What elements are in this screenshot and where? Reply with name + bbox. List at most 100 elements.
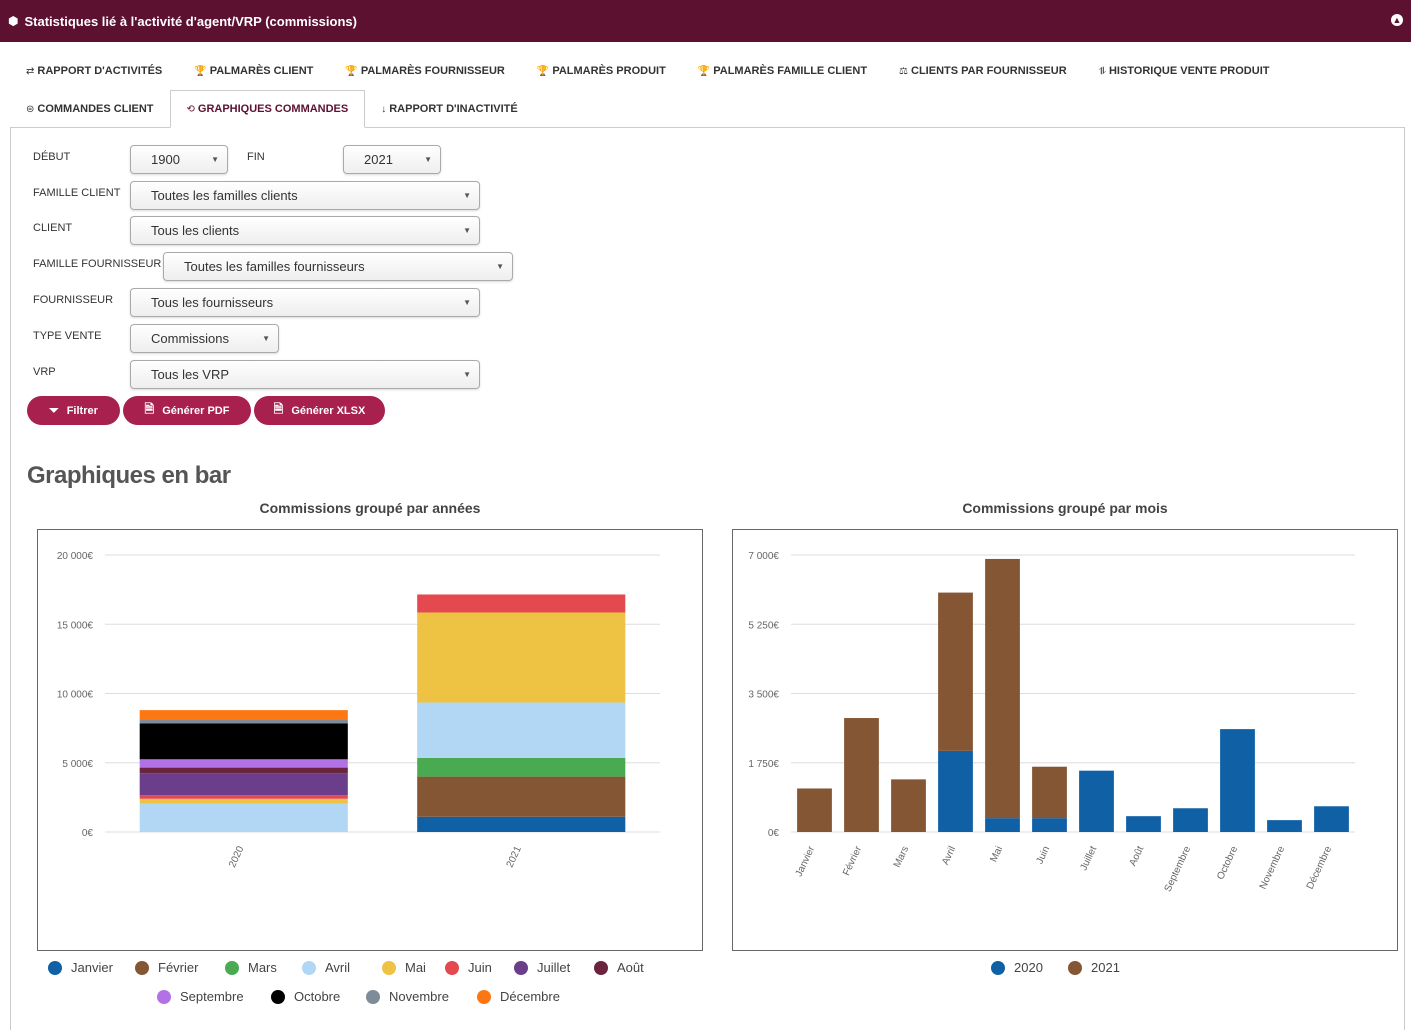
bar-segment — [1126, 816, 1161, 832]
bar-segment — [938, 592, 973, 751]
x-tick-label: Juin — [1034, 845, 1052, 866]
legend-swatch — [157, 989, 171, 1004]
legend-item[interactable]: Août — [594, 960, 644, 975]
chart-months-title: Commissions groupé par mois — [962, 500, 1168, 516]
famille-fournisseur-select[interactable]: Toutes les familles fournisseurs ▼ — [163, 252, 513, 281]
tab-icon: ⟲ — [186, 103, 195, 115]
legend-item[interactable]: 2021 — [1068, 960, 1120, 975]
y-tick-label: 7 000€ — [748, 551, 779, 562]
bar-segment — [139, 803, 348, 832]
tab-palmar-s-produit[interactable]: 🏆 Palmarès produit — [521, 52, 682, 90]
generate-xlsx-label: Générer XLSX — [291, 404, 366, 417]
filter-button[interactable]: ⏷ Filtrer — [27, 396, 120, 425]
debut-select[interactable]: 1900 ▼ — [130, 145, 228, 174]
page-title: Statistiques lié à l'activité d'agent/VR… — [24, 13, 357, 29]
tab-historique-vente-produit[interactable]: ⥮ Historique vente produit — [1083, 52, 1286, 90]
famille-client-select[interactable]: Toutes les familles clients ▼ — [130, 181, 480, 210]
dropdown-arrow-icon: ▼ — [463, 226, 471, 235]
type-vente-label: Type vente — [33, 330, 102, 342]
fournisseur-label: Fournisseur — [33, 294, 114, 306]
x-tick-label: Février — [841, 844, 864, 877]
tab-label: Palmarès produit — [552, 65, 666, 77]
tab-label: Clients par fournisseur — [911, 65, 1067, 77]
vrp-select[interactable]: Tous les VRP ▼ — [130, 360, 480, 389]
legend-item[interactable]: Février — [135, 960, 198, 975]
tab-rapport-d-inactivit-[interactable]: ↓ Rapport d'inactivité — [365, 90, 534, 128]
vrp-label: VRP — [33, 366, 56, 378]
tab-label: Rapport d'activités — [37, 65, 163, 77]
type-vente-value: Commissions — [151, 331, 230, 346]
debut-label: Début — [33, 151, 71, 163]
tab-rapport-d-activit-s[interactable]: ⇄ Rapport d'activités — [10, 52, 178, 90]
tab-palmar-s-famille-client[interactable]: 🏆 Palmarès famille client — [682, 52, 883, 90]
x-tick-label: Mai — [988, 845, 1005, 864]
dropdown-arrow-icon: ▼ — [463, 191, 471, 200]
tabs-row-1: ⇄ Rapport d'activités 🏆 Palmarès client 🏆 Pal… — [10, 52, 1285, 90]
bar-segment — [417, 594, 626, 613]
tab-clients-par-fournisseur[interactable]: ⚖ Clients par fournisseur — [883, 52, 1083, 90]
y-tick-label: 10 000€ — [57, 690, 94, 701]
collapse-icon[interactable]: ▲ — [1391, 14, 1403, 26]
bar-segment — [844, 718, 879, 832]
legend-item[interactable]: Juin — [445, 960, 492, 975]
famille-client-value: Toutes les familles clients — [151, 188, 298, 203]
bar-segment — [938, 750, 973, 832]
bar-segment — [1079, 770, 1114, 832]
section-title: Graphiques en bar — [27, 462, 231, 489]
xlsx-file-icon: 🗎 — [273, 402, 284, 416]
x-tick-label: 2021 — [505, 844, 525, 869]
legend-label: Juillet — [537, 960, 571, 975]
bar-segment — [139, 710, 348, 720]
fin-select[interactable]: 2021 ▼ — [343, 145, 441, 174]
famille-fournisseur-label: Famille fournisseur — [33, 258, 162, 270]
y-tick-label: 20 000€ — [57, 551, 94, 562]
x-tick-label: Décembre — [1305, 844, 1335, 891]
x-tick-label: Juillet — [1078, 844, 1099, 872]
bar-segment — [139, 773, 348, 796]
x-tick-label: Novembre — [1258, 844, 1288, 891]
tab-commandes-client[interactable]: ⊜ Commandes client — [10, 90, 170, 128]
bar-segment — [139, 719, 348, 724]
tab-palmar-s-fournisseur[interactable]: 🏆 Palmarès fournisseur — [329, 52, 520, 90]
client-value: Tous les clients — [151, 223, 240, 238]
filter-icon: ⏷ — [49, 403, 59, 417]
tab-icon: ⊜ — [26, 103, 35, 115]
legend-item[interactable]: Mars — [225, 960, 277, 975]
tab-icon: ⇄ — [26, 65, 35, 77]
legend-label: Janvier — [71, 960, 113, 975]
tab-icon: ⥮ — [1098, 65, 1106, 77]
client-select[interactable]: Tous les clients ▼ — [130, 216, 480, 245]
dropdown-arrow-icon: ▼ — [211, 155, 219, 164]
tab-graphiques-commandes[interactable]: ⟲ Graphiques commandes — [169, 90, 366, 128]
tab-palmar-s-client[interactable]: 🏆 Palmarès client — [178, 52, 329, 90]
tab-icon: 🏆 — [697, 65, 711, 77]
bar-segment — [417, 816, 626, 832]
legend-item[interactable]: Janvier — [48, 960, 113, 975]
generate-xlsx-button[interactable]: 🗎 Générer XLSX — [254, 396, 385, 425]
legend-item[interactable]: Septembre — [157, 989, 244, 1004]
legend-item[interactable]: Novembre — [366, 989, 449, 1004]
legend-item[interactable]: Avril — [302, 960, 350, 975]
legend-item[interactable]: Juillet — [514, 960, 570, 975]
legend-label: Août — [617, 960, 644, 975]
legend-label: Novembre — [389, 989, 449, 1004]
tabs-row-2: ⊜ Commandes client ⟲ Graphiques commandes ↓ R… — [10, 90, 534, 128]
box-icon: ⬢ — [8, 14, 19, 28]
legend-swatch — [514, 960, 528, 975]
bar-segment — [1220, 729, 1255, 832]
type-vente-select[interactable]: Commissions ▼ — [130, 324, 279, 353]
generate-pdf-button[interactable]: 🗎 Générer PDF — [123, 396, 251, 425]
tab-label: Graphiques commandes — [197, 103, 349, 115]
tab-label: Palmarès fournisseur — [360, 65, 505, 77]
legend-item[interactable]: 2020 — [991, 960, 1043, 975]
bar-segment — [797, 788, 832, 832]
legend-item[interactable]: Décembre — [477, 989, 560, 1004]
bar-segment — [985, 818, 1020, 832]
famille-client-label: Famille client — [33, 187, 121, 199]
legend-item[interactable]: Mai — [382, 960, 426, 975]
bar-segment — [139, 795, 348, 799]
legend-item[interactable]: Octobre — [271, 989, 340, 1004]
bar-segment — [139, 767, 348, 774]
fournisseur-select[interactable]: Tous les fournisseurs ▼ — [130, 288, 480, 317]
tab-icon: 🏆 — [345, 65, 358, 77]
